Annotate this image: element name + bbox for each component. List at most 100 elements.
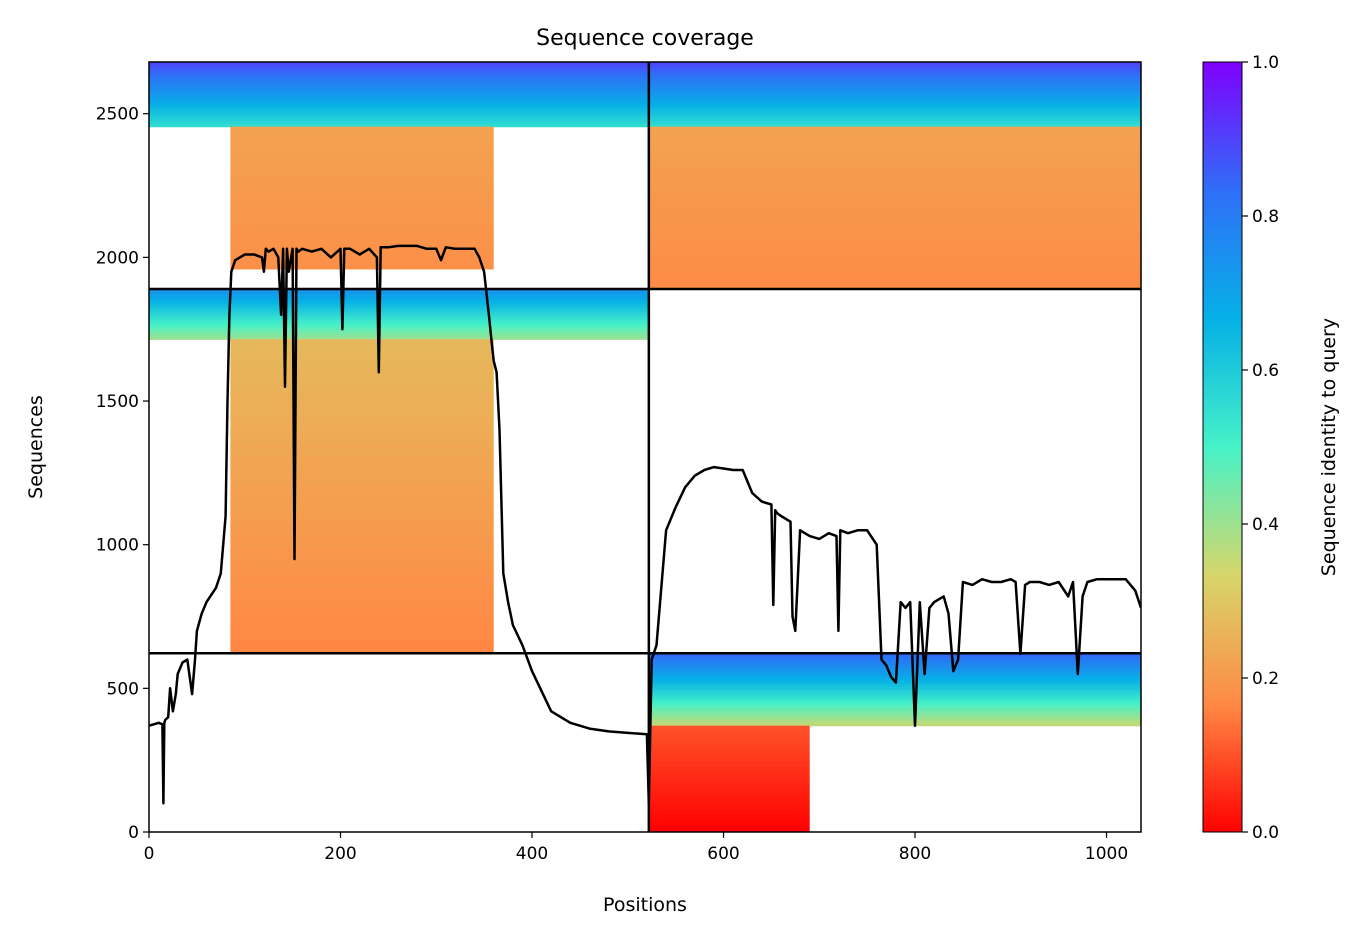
heat-stripe xyxy=(648,827,810,832)
plot-frame xyxy=(148,61,1142,833)
y-tick-label: 0 xyxy=(128,823,139,843)
heat-stripe xyxy=(648,282,1141,290)
heat-stripe xyxy=(149,102,649,106)
heat-stripe xyxy=(230,627,494,641)
heat-stripe xyxy=(149,318,649,322)
heat-stripe xyxy=(648,153,1141,162)
heat-stripe xyxy=(230,391,494,406)
heat-stripe xyxy=(230,548,494,563)
heat-stripe xyxy=(648,105,1141,109)
heat-stripe xyxy=(648,140,1141,148)
heat-stripe xyxy=(648,805,810,811)
heat-stripe xyxy=(149,97,649,101)
heat-stripe xyxy=(230,470,494,484)
heat-stripe xyxy=(648,710,1141,715)
heat-stripe xyxy=(648,722,1141,727)
heat-stripe xyxy=(648,261,1141,270)
heat-stripe xyxy=(230,239,494,246)
heat-stripe xyxy=(648,774,810,780)
heat-block-chain-B-self xyxy=(648,62,1141,128)
heat-stripe xyxy=(648,683,1141,688)
heat-stripe xyxy=(230,156,494,163)
heat-stripe xyxy=(648,743,810,749)
heat-stripe xyxy=(149,291,649,294)
heat-stripe xyxy=(648,692,1141,697)
heat-stripe xyxy=(149,64,649,68)
heat-stripe xyxy=(230,365,494,380)
x-tick-label: 200 xyxy=(324,844,356,864)
heat-stripe xyxy=(648,665,1141,669)
heat-block-chain-B-msa-low xyxy=(648,725,810,832)
heat-stripe xyxy=(230,457,494,471)
heat-stripe xyxy=(648,207,1141,216)
heat-stripe xyxy=(648,725,810,731)
heat-stripe xyxy=(230,352,494,367)
heat-stripe xyxy=(149,337,649,340)
x-tick-label: 400 xyxy=(516,844,548,864)
heat-stripe xyxy=(648,110,1141,114)
heat-stripe xyxy=(149,295,649,298)
x-tick-label: 600 xyxy=(707,844,739,864)
heat-stripe xyxy=(230,339,494,353)
heat-stripe xyxy=(230,404,494,419)
heat-stripe xyxy=(149,75,649,79)
heat-stripe xyxy=(648,792,810,798)
heat-stripe xyxy=(230,162,494,169)
heat-stripe xyxy=(230,509,494,524)
heat-stripe xyxy=(149,307,649,311)
chain-separators xyxy=(149,62,1141,832)
heat-stripe xyxy=(648,113,1141,117)
heat-block-chain-A-msa xyxy=(149,288,649,340)
heat-stripe xyxy=(149,113,649,117)
heat-stripe xyxy=(230,209,494,217)
heat-stripe xyxy=(648,800,810,807)
heat-block-chain-B-paired xyxy=(648,126,1141,290)
heat-stripe xyxy=(648,67,1141,71)
colorbar-tick-label: 0.8 xyxy=(1252,207,1279,227)
x-tick-label: 0 xyxy=(144,844,155,864)
x-tick-label: 1000 xyxy=(1085,844,1128,864)
heat-stripe xyxy=(648,765,810,771)
heat-stripe xyxy=(149,309,649,313)
heat-stripe xyxy=(648,769,810,776)
heat-stripe xyxy=(648,62,1141,66)
heat-stripe xyxy=(648,659,1141,663)
y-axis-label: Sequences xyxy=(25,395,47,499)
heat-stripe xyxy=(149,322,649,326)
y-tick-label: 2500 xyxy=(96,105,139,125)
heat-stripe xyxy=(648,107,1141,112)
heat-stripe xyxy=(648,167,1141,175)
heat-stripe xyxy=(648,72,1141,77)
heatmap-blocks xyxy=(149,62,1141,832)
heat-stripe xyxy=(230,132,494,140)
heat-stripe xyxy=(648,173,1141,182)
heat-stripe xyxy=(149,105,649,109)
heat-stripe xyxy=(648,268,1141,277)
y-tick-label: 2000 xyxy=(96,248,139,268)
heat-stripe xyxy=(230,197,494,205)
heat-stripe xyxy=(648,115,1141,120)
heat-stripe xyxy=(149,312,649,315)
heat-stripe xyxy=(230,168,494,175)
heat-stripe xyxy=(648,823,810,829)
heat-stripe xyxy=(230,227,494,234)
heat-stripe xyxy=(648,695,1141,700)
heat-stripe xyxy=(230,174,494,181)
heat-stripe xyxy=(149,70,649,74)
heat-stripe xyxy=(648,713,1141,718)
heat-stripe xyxy=(648,94,1141,98)
heat-stripe xyxy=(149,121,649,125)
colorbar-tick-label: 0.2 xyxy=(1252,669,1279,689)
heat-stripe xyxy=(149,301,649,305)
colorbar-tick-label: 0.0 xyxy=(1252,823,1279,843)
heat-stripe xyxy=(648,91,1141,95)
heat-stripe xyxy=(230,215,494,223)
heat-stripe xyxy=(230,126,494,134)
heat-stripe xyxy=(149,330,649,334)
heat-stripe xyxy=(149,314,649,317)
heat-stripe xyxy=(648,761,810,767)
heat-stripe xyxy=(648,187,1141,195)
heat-stripe xyxy=(230,614,494,628)
heat-stripe xyxy=(648,123,1141,128)
heat-stripe xyxy=(230,561,494,576)
